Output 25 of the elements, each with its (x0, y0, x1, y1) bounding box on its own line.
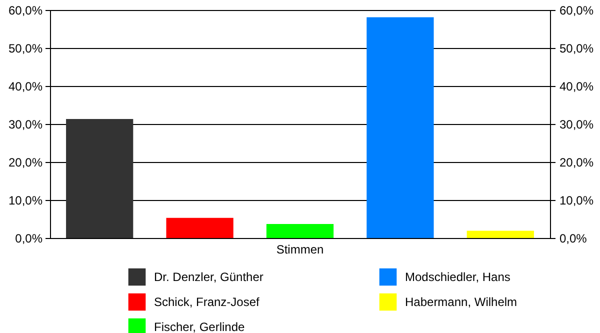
legend-label: Schick, Franz-Josef (154, 295, 260, 309)
bar (266, 224, 334, 238)
bar (166, 218, 234, 238)
bar (466, 230, 534, 238)
text: 30,0% (560, 118, 594, 132)
y-tick-label: 60,0% (8, 4, 43, 18)
y-tick-label: 50,0% (8, 42, 43, 56)
y-tick-label: 0,0% (15, 232, 43, 246)
text: 60,0% (560, 4, 594, 18)
legend-label: Fischer, Gerlinde (154, 320, 246, 333)
legend-label: Modschiedler, Hans (405, 270, 510, 284)
y-tick-label: 10,0% (8, 194, 43, 208)
text: 20,0% (560, 156, 594, 170)
y-tick-label: 30,0% (8, 118, 43, 132)
text: 50,0% (560, 42, 594, 56)
y-tick-label: 20,0% (8, 156, 43, 170)
text: 10,0% (560, 194, 594, 208)
y-tick-label: 40,0% (8, 80, 43, 94)
text: 40,0% (560, 80, 594, 94)
legend-label: Dr. Denzler, Günther (154, 270, 264, 284)
text: 0,0% (560, 232, 587, 246)
bar (66, 119, 134, 238)
legend-label: Habermann, Wilhelm (405, 295, 518, 309)
bar (366, 17, 434, 238)
x-tick-label: Stimmen (276, 242, 324, 256)
